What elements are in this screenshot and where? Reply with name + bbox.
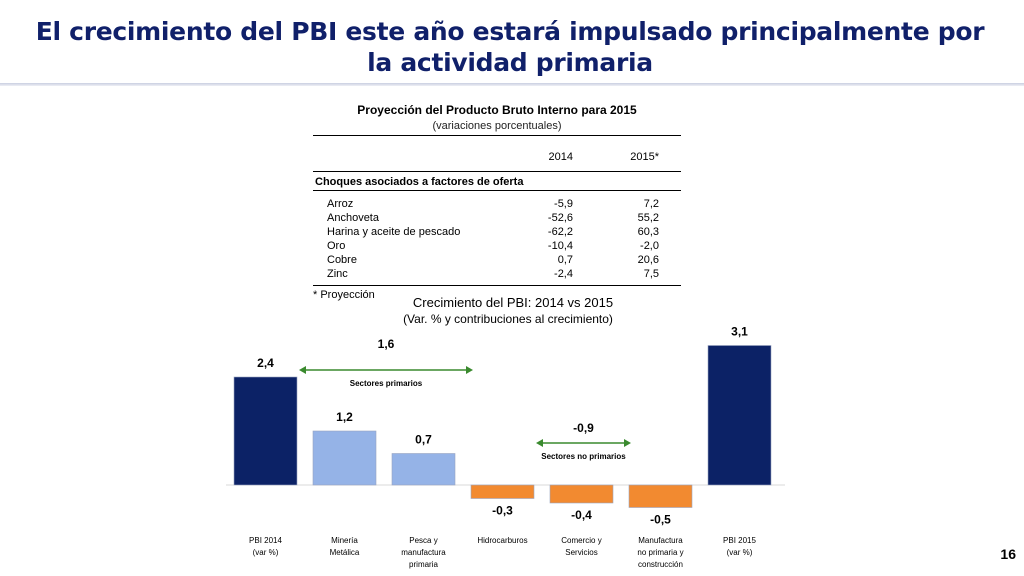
row-label: Anchoveta — [327, 212, 379, 224]
table-section-label: Choques asociados a factores de oferta — [315, 176, 524, 188]
bar — [391, 453, 456, 486]
page-number: 16 — [1000, 546, 1016, 562]
table-header-rule — [313, 171, 681, 172]
category-label: Minería — [331, 536, 358, 545]
bar — [628, 484, 693, 508]
annotation-text: Sectores no primarios — [541, 452, 626, 461]
category-label: no primaria y — [637, 548, 683, 557]
table-footnote: * Proyección — [313, 289, 375, 301]
slide-title: El crecimiento del PBI este año estará i… — [35, 17, 985, 77]
row-value-2015: 20,6 — [637, 254, 659, 266]
data-label: -0,5 — [650, 513, 671, 527]
arrow-head-left — [299, 366, 306, 374]
annotation-text: Sectores primarios — [350, 379, 423, 388]
category-label: Comercio y — [561, 536, 601, 545]
table-row: Arroz -5,9 7,2 — [313, 197, 681, 211]
row-value-2015: 7,2 — [643, 198, 659, 210]
col-header-2015: 2015* — [630, 151, 659, 163]
chart-subtitle: (Var. % y contribuciones al crecimiento) — [403, 312, 613, 326]
table-body: Arroz -5,9 7,2 Anchoveta -52,6 55,2 Harina y a… — [313, 197, 681, 281]
row-label: Zinc — [327, 268, 348, 280]
bar — [312, 430, 377, 486]
category-label: Pesca y — [409, 536, 437, 545]
table-section-rule — [313, 190, 681, 191]
category-label: PBI 2015 — [723, 536, 756, 545]
bar — [549, 484, 614, 504]
row-value-2014: -5,9 — [554, 198, 573, 210]
data-label: 2,4 — [257, 356, 274, 370]
table-bottom-rule — [313, 285, 681, 286]
annotation-total: -0,9 — [573, 421, 594, 435]
data-label: -0,3 — [492, 504, 513, 518]
data-label: 0,7 — [415, 433, 432, 447]
bar — [707, 345, 772, 486]
category-label: manufactura — [401, 548, 446, 557]
row-label: Harina y aceite de pescado — [327, 226, 461, 238]
category-label: Metálica — [330, 548, 360, 557]
bar — [470, 484, 535, 499]
category-label: Manufactura — [638, 536, 683, 545]
category-label: PBI 2014 — [249, 536, 282, 545]
row-value-2015: 55,2 — [637, 212, 659, 224]
category-label: Servicios — [565, 548, 597, 557]
row-label: Cobre — [327, 254, 357, 266]
table-top-rule — [313, 135, 681, 136]
table-row: Oro -10,4 -2,0 — [313, 239, 681, 253]
row-label: Arroz — [327, 198, 354, 210]
table-row: Anchoveta -52,6 55,2 — [313, 211, 681, 225]
data-label: -0,4 — [571, 508, 592, 522]
row-value-2014: -52,6 — [547, 212, 573, 224]
category-label: (var %) — [727, 548, 753, 557]
table-row: Zinc -2,4 7,5 — [313, 267, 681, 281]
arrow-head-right — [466, 366, 473, 374]
annotation-total: 1,6 — [378, 337, 395, 351]
row-label: Oro — [327, 240, 346, 252]
row-value-2015: -2,0 — [640, 240, 659, 252]
data-label: 1,2 — [336, 410, 353, 424]
table-title: Proyección del Producto Bruto Interno pa… — [357, 103, 637, 117]
table-row: Cobre 0,7 20,6 — [313, 253, 681, 267]
category-label: construcción — [638, 560, 683, 569]
row-value-2015: 7,5 — [643, 268, 659, 280]
projection-table: Proyección del Producto Bruto Interno pa… — [313, 103, 681, 301]
table-header: 2014 2015* — [313, 150, 681, 164]
row-value-2014: -62,2 — [547, 226, 573, 238]
arrow-head-right — [624, 439, 631, 447]
row-value-2014: 0,7 — [557, 254, 573, 266]
col-header-2014: 2014 — [548, 151, 573, 163]
title-divider — [0, 83, 1024, 86]
row-value-2014: -2,4 — [554, 268, 573, 280]
category-label: Hidrocarburos — [477, 536, 527, 545]
category-label: primaria — [409, 560, 438, 569]
data-label: 3,1 — [731, 325, 748, 339]
arrow-head-left — [536, 439, 543, 447]
category-label: (var %) — [253, 548, 279, 557]
chart-title: Crecimiento del PBI: 2014 vs 2015 — [413, 295, 613, 310]
bar — [233, 376, 298, 486]
table-subtitle: (variaciones porcentuales) — [432, 120, 562, 132]
row-value-2015: 60,3 — [637, 226, 659, 238]
table-row: Harina y aceite de pescado -62,2 60,3 — [313, 225, 681, 239]
row-value-2014: -10,4 — [547, 240, 573, 252]
